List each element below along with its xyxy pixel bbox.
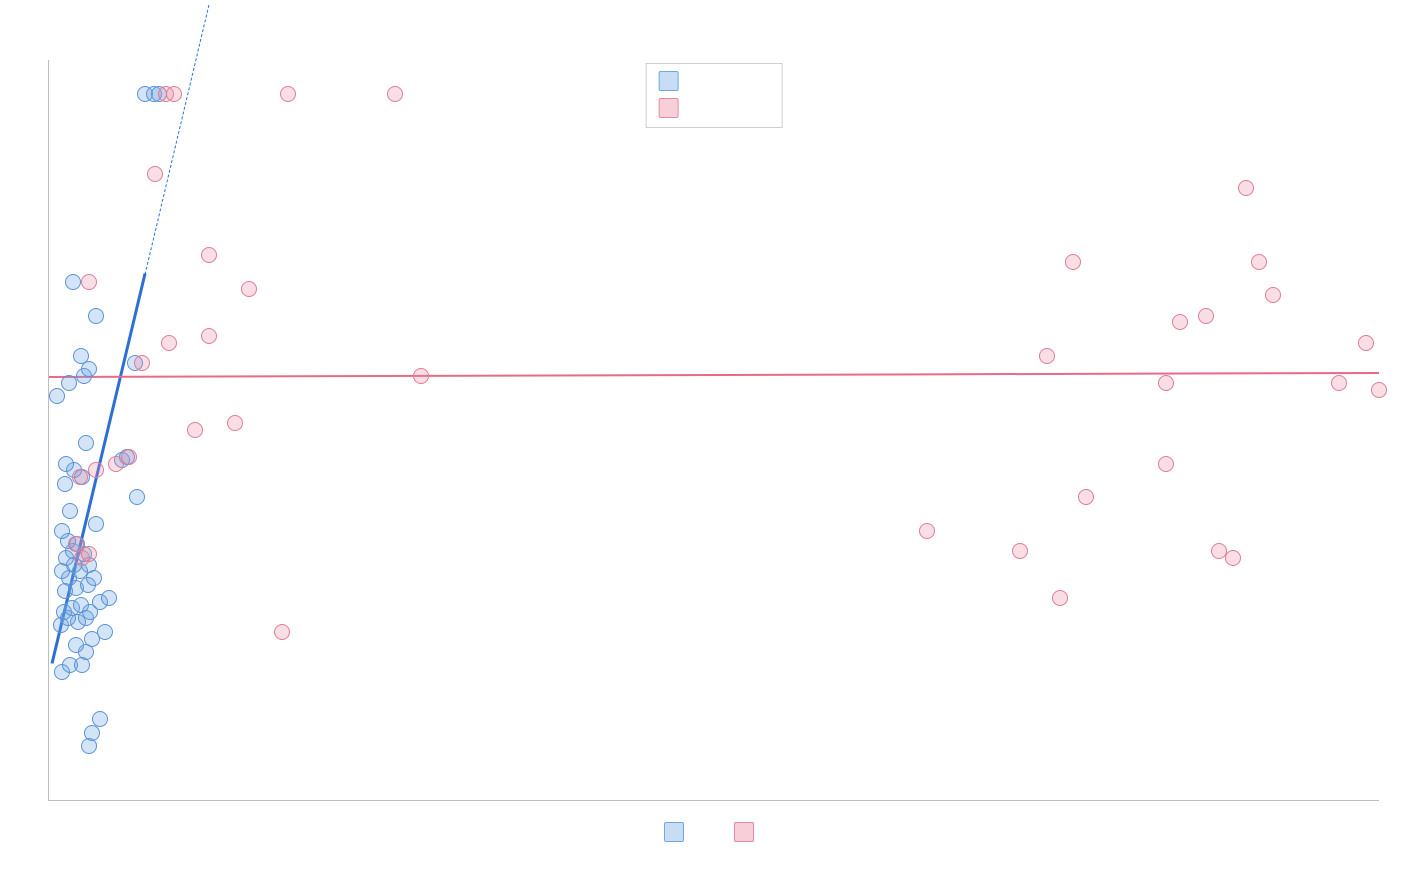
series-legend	[664, 822, 764, 842]
trend-line	[49, 372, 1379, 378]
data-point	[81, 546, 97, 562]
data-point	[161, 335, 177, 351]
data-point	[280, 86, 296, 102]
data-point	[81, 738, 97, 754]
data-point	[241, 281, 257, 297]
data-point	[1078, 489, 1094, 505]
legend-swatch-eritrea	[659, 71, 679, 91]
data-point	[134, 355, 150, 371]
data-point	[1065, 254, 1081, 270]
data-point	[88, 462, 104, 478]
data-point	[1039, 348, 1055, 364]
data-point	[97, 624, 113, 640]
data-point	[1012, 543, 1028, 559]
data-point	[201, 247, 217, 263]
data-point	[201, 328, 217, 344]
legend-item-apache	[734, 822, 764, 842]
data-point	[74, 657, 90, 673]
data-point	[72, 469, 88, 485]
data-point	[61, 375, 77, 391]
data-point	[1052, 590, 1068, 606]
data-point	[129, 489, 145, 505]
data-point	[227, 415, 243, 431]
data-point	[1371, 382, 1387, 398]
trend-line	[144, 6, 209, 275]
plot-area	[48, 60, 1379, 801]
data-point	[387, 86, 403, 102]
data-point	[73, 348, 89, 364]
data-point	[65, 274, 81, 290]
data-point	[1158, 375, 1174, 391]
data-point	[1251, 254, 1267, 270]
data-point	[121, 449, 137, 465]
data-point	[147, 166, 163, 182]
data-point	[1238, 180, 1254, 196]
data-point	[1265, 287, 1281, 303]
data-point	[1211, 543, 1227, 559]
data-point	[166, 86, 182, 102]
data-point	[274, 624, 290, 640]
data-point	[54, 523, 70, 539]
data-point	[68, 536, 84, 552]
data-point	[68, 637, 84, 653]
data-point	[1331, 375, 1347, 391]
data-point	[413, 368, 429, 384]
legend-swatch-apache	[659, 98, 679, 118]
legend-swatch-apache	[734, 822, 754, 842]
legend-row-eritrea	[659, 68, 770, 94]
data-point	[88, 516, 104, 532]
legend-row-apache	[659, 94, 770, 120]
data-point	[49, 388, 65, 404]
data-point	[81, 361, 97, 377]
data-point	[1172, 314, 1188, 330]
legend-swatch-eritrea	[664, 822, 684, 842]
data-point	[58, 456, 74, 472]
data-point	[92, 711, 108, 727]
data-point	[88, 308, 104, 324]
data-point	[919, 523, 935, 539]
data-point	[81, 274, 97, 290]
data-point	[187, 422, 203, 438]
data-point	[101, 590, 117, 606]
data-point	[1358, 335, 1374, 351]
data-point	[57, 476, 73, 492]
data-point	[1158, 456, 1174, 472]
data-point	[78, 435, 94, 451]
correlation-legend	[646, 63, 783, 128]
data-point	[1198, 308, 1214, 324]
legend-item-eritrea	[664, 822, 694, 842]
data-point	[62, 503, 78, 519]
data-point	[73, 597, 89, 613]
